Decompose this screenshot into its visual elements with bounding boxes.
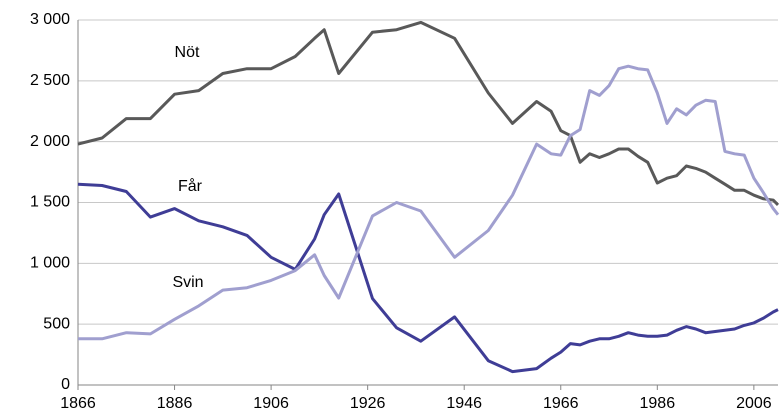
y-tick-label: 0	[61, 376, 70, 393]
annotation: Svin	[172, 274, 203, 291]
x-tick-label: 1906	[253, 395, 289, 412]
x-tick-label: 1966	[543, 395, 579, 412]
y-tick-label: 1 500	[30, 194, 70, 211]
x-tick-label: 1986	[640, 395, 676, 412]
x-tick-label: 1926	[350, 395, 386, 412]
x-tick-label: 1886	[157, 395, 193, 412]
annotation: Får	[178, 177, 203, 195]
y-tick-label: 500	[43, 315, 70, 332]
series-line	[77, 182, 779, 374]
series-line	[78, 64, 780, 341]
x-tick-label: 2006	[736, 395, 772, 412]
x-tick-label: 1946	[446, 395, 482, 412]
x-tick-label: 1866	[60, 395, 96, 412]
y-tick-label: 3 000	[30, 11, 70, 28]
y-tick-label: 2 500	[30, 72, 70, 89]
y-tick-label: 2 000	[30, 133, 70, 150]
y-tick-label: 1 000	[30, 255, 70, 272]
annotation: Nöt	[175, 44, 200, 61]
